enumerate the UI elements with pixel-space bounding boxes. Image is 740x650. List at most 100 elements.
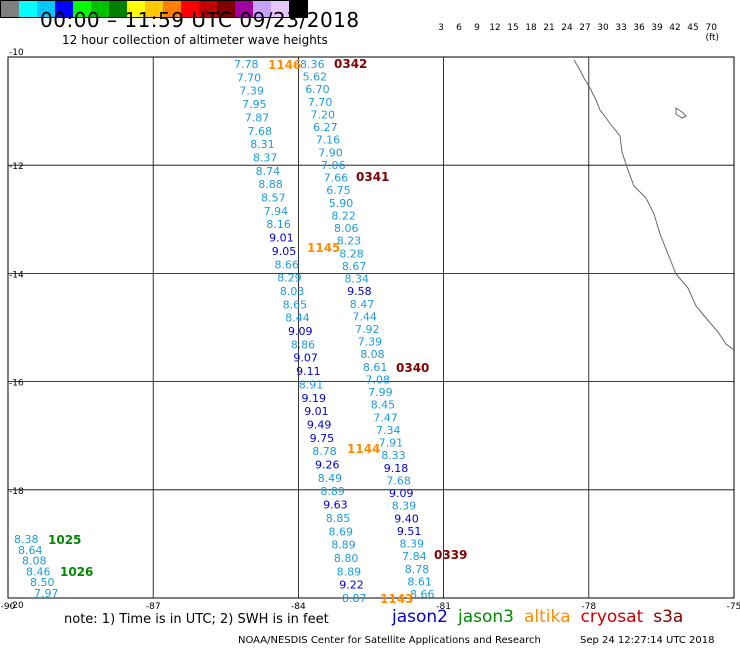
wave-height-value: 7.68 [386,474,411,487]
wave-height-value: 8.57 [261,192,286,205]
x-tick-label: -84 [291,602,306,612]
wave-height-value: 8.29 [277,272,302,285]
legend-swatch [253,1,271,17]
wave-height-value: 7.47 [373,411,398,424]
legend-swatch [73,1,91,17]
wave-height-value: 8.78 [405,563,430,576]
wave-height-value: 7.70 [308,96,333,109]
legend-label: 45 [687,23,699,33]
wave-height-value: 9.19 [302,392,327,405]
legend-swatch [271,1,289,17]
wave-height-value: 8.80 [334,552,359,565]
legend-swatch [181,1,199,17]
x-tick-label: -75 [727,602,740,612]
wave-height-value: 8.08 [22,555,47,568]
wave-height-value: 9.11 [296,365,321,378]
wave-height-value: 7.66 [324,172,349,185]
y-tick-label: -14 [9,270,24,280]
legend-label: 30 [597,23,609,33]
wave-height-value: 8.50 [30,576,55,589]
legend-swatch [19,1,37,17]
wave-height-value: 8.36 [300,58,325,71]
wave-height-value: 8.66 [275,258,300,271]
wave-height-value: 7.70 [237,71,262,84]
wave-height-value: 8.67 [342,260,367,273]
wave-height-value: 8.85 [326,512,351,525]
wave-height-value: 9.26 [315,459,340,472]
legend-label: 27 [579,23,591,33]
wave-height-value: 9.49 [307,419,332,432]
wave-height-value: 7.94 [264,205,289,218]
wave-height-value: 9.07 [293,352,318,365]
wave-height-value: 8.23 [337,235,362,248]
wave-height-value: 8.33 [381,449,406,462]
pass-time-label: 0340 [396,361,429,375]
legend-label: 42 [669,23,681,33]
wave-height-value: 7.68 [248,125,273,138]
wave-height-value: 8.46 [26,565,51,578]
wave-height-value: 8.61 [407,575,432,588]
pass-time-label: 1026 [60,565,93,579]
wave-height-value: 8.66 [410,588,435,601]
wave-height-value: 7.91 [379,437,404,450]
pass-time-label: 0341 [356,170,389,184]
wave-height-value: 7.39 [239,85,264,98]
wave-height-value: 9.63 [323,499,348,512]
x-tick-label: -87 [146,602,161,612]
coastline-lake [675,107,687,119]
legend-label: 24 [561,23,573,33]
y-tick-label: -18 [9,487,24,497]
wave-height-value: 8.64 [18,544,43,557]
wave-height-value: 9.09 [288,325,313,338]
wave-height-value: 7.34 [376,424,401,437]
legend-label: 9 [474,23,480,33]
x-tick-label: -81 [436,602,451,612]
wave-height-value: 8.87 [342,592,367,605]
wave-height-value: 8.03 [280,285,305,298]
legend-swatch [235,1,253,17]
legend-label: 36 [633,23,645,33]
wave-height-value: 6.75 [326,184,351,197]
legend-label: 3 [438,23,444,33]
page-title: 00:00 – 11:59 UTC 09/23/2018 [40,8,360,32]
wave-height-value: 8.86 [291,338,316,351]
legend-swatch [1,1,19,17]
legend-swatch [91,1,109,17]
pass-time-label: 1025 [48,533,81,547]
satellite-cryosat-label: cryosat [580,607,644,627]
generation-timestamp: Sep 24 12:27:14 UTC 2018 [580,635,715,646]
legend-label: 21 [543,23,555,33]
legend-label: 12 [489,23,501,33]
wave-height-value: 8.38 [14,533,39,546]
wave-height-value: 8.74 [256,165,281,178]
wave-height-value: 7.78 [234,58,259,71]
satellite-legend: jason2 jason3 altika cryosat s3a [392,607,693,627]
wave-height-value: 7.39 [358,336,383,349]
legend-swatch [55,1,73,17]
wave-height-value: 8.45 [371,399,396,412]
wave-height-value: 8.44 [285,312,310,325]
wave-height-value: 7.95 [242,98,267,111]
wave-height-value: 9.40 [394,512,419,525]
wave-height-value: 9.09 [389,487,414,500]
wave-height-value: 7.44 [352,310,377,323]
pass-time-label: 1145 [307,241,340,255]
satellite-s3a-label: s3a [653,607,684,627]
x-tick-label: -78 [581,602,596,612]
pass-time-label: 0339 [434,548,467,562]
wave-height-value: 8.16 [266,218,291,231]
wave-height-value: 9.75 [310,432,335,445]
wave-height-value: 8.91 [299,378,324,391]
satellite-jason3-label: jason3 [458,607,514,627]
wave-height-value: 7.08 [366,374,391,387]
wave-height-value: 9.18 [384,462,409,475]
legend-label: 18 [525,23,537,33]
wave-height-value: 7.20 [311,109,336,122]
legend-label: 70 (ft) [705,23,720,43]
pass-time-label: 1143 [380,592,413,606]
legend-swatch [217,1,235,17]
legend-swatch [163,1,181,17]
wave-height-value: 8.08 [360,348,385,361]
wave-height-value: 8.49 [318,472,343,485]
